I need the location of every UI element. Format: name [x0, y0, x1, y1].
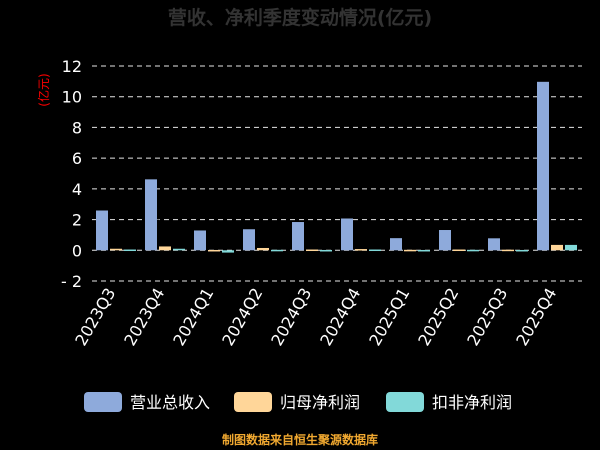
- y-tick-label: 12: [62, 57, 82, 76]
- bar: [467, 249, 479, 252]
- bar: [320, 249, 332, 252]
- bar: [537, 81, 549, 251]
- x-tick-label: 2025Q1: [365, 285, 413, 349]
- bar: [404, 249, 416, 252]
- y-tick-label: 8: [72, 118, 82, 137]
- bar: [551, 244, 563, 251]
- bar: [306, 249, 318, 252]
- bar: [488, 238, 500, 251]
- bar: [355, 249, 367, 251]
- legend-label: 扣非净利润: [432, 393, 512, 412]
- bar: [96, 210, 108, 251]
- bar: [418, 249, 430, 252]
- bar: [208, 249, 220, 252]
- x-tick-label: 2024Q4: [316, 285, 364, 349]
- x-tick-label: 2024Q3: [267, 285, 315, 349]
- bar: [222, 250, 234, 253]
- bar: [341, 218, 353, 251]
- bar: [565, 244, 577, 251]
- source-footer: 制图数据来自恒生聚源数据库: [222, 432, 378, 447]
- bar: [271, 249, 283, 252]
- y-tick-label: 6: [72, 149, 82, 168]
- data-labels: 59622937840779327897: [92, 157, 553, 250]
- bars: [96, 81, 577, 253]
- bar: [369, 249, 381, 252]
- legend-swatch: [386, 392, 424, 412]
- bar: [516, 249, 528, 252]
- y-axis-ticks: - 2 0 2 4 6 8 10 12: [61, 57, 82, 291]
- x-tick-label: 2024Q1: [169, 285, 217, 349]
- legend: 营业总收入 归母净利润 扣非净利润: [84, 392, 512, 412]
- bar: [257, 247, 269, 251]
- bar: [110, 248, 122, 251]
- bar: [292, 222, 304, 251]
- bar: [173, 248, 185, 251]
- bar: [439, 230, 451, 251]
- y-tick-label: 0: [72, 241, 82, 260]
- legend-label: 营业总收入: [130, 393, 210, 412]
- bar: [159, 246, 171, 251]
- bar: [145, 179, 157, 251]
- bar: [124, 249, 136, 252]
- y-axis-label: (亿元): [36, 73, 51, 106]
- x-tick-label: 2024Q2: [218, 285, 266, 349]
- x-tick-label: 2025Q2: [414, 285, 462, 349]
- legend-swatch: [234, 392, 272, 412]
- x-tick-label: 2025Q3: [463, 285, 511, 349]
- chart-title: 营收、净利季度变动情况(亿元): [168, 6, 432, 29]
- x-tick-label: 2023Q3: [71, 285, 119, 349]
- bar: [390, 238, 402, 251]
- bar: [243, 229, 255, 251]
- y-tick-label: - 2: [61, 272, 82, 291]
- x-axis-ticks: 2023Q3 2023Q4 2024Q1 2024Q2 2024Q3 2024Q4 2025…: [71, 285, 560, 349]
- x-tick-label: 2025Q4: [512, 285, 560, 349]
- bar: [453, 249, 465, 252]
- y-tick-label: 10: [62, 88, 82, 107]
- y-tick-label: 4: [72, 180, 82, 199]
- x-tick-label: 2023Q4: [120, 285, 168, 349]
- legend-swatch: [84, 392, 122, 412]
- bar: [194, 230, 206, 251]
- legend-label: 归母净利润: [280, 393, 360, 412]
- y-tick-label: 2: [72, 211, 82, 230]
- bar: [502, 249, 514, 252]
